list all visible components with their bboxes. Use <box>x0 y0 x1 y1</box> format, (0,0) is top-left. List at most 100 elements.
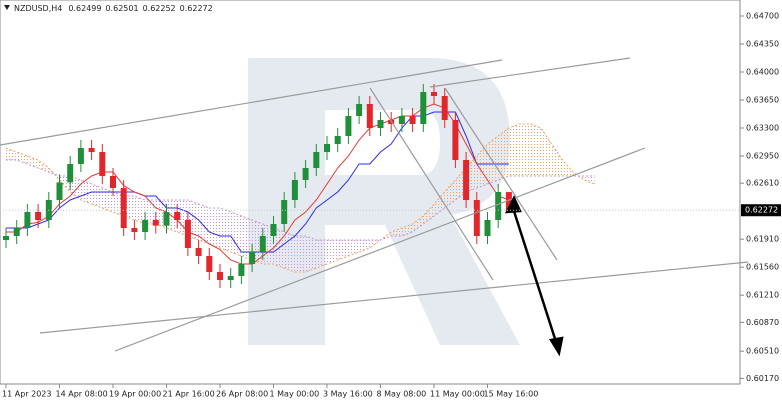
cloud-segment <box>519 124 531 176</box>
cloud-segment <box>327 240 338 264</box>
candle-body <box>88 148 95 152</box>
last-high: 0.62501 <box>105 4 138 13</box>
chart-title: NZDUSD,H4 <box>14 4 62 13</box>
candle-body <box>174 212 181 220</box>
cloud-segment <box>220 208 231 252</box>
y-tick-label: 0.60510 <box>746 347 779 356</box>
trendline <box>0 59 503 146</box>
cloud-segment <box>209 208 220 248</box>
candle-body <box>24 212 31 228</box>
cloud-segment <box>134 196 146 224</box>
cloud-segment <box>434 192 445 216</box>
candle-body <box>270 224 277 236</box>
candle-body <box>291 180 298 200</box>
cloud-segment <box>508 124 520 176</box>
candle-body <box>110 176 116 188</box>
x-axis: 11 Apr 2023 14 Apr 08:00 19 Apr 00:00 21 Ap… <box>2 384 538 399</box>
cloud-segment <box>80 180 92 204</box>
cloud-segment <box>530 124 541 176</box>
candle-body <box>452 120 459 160</box>
y-tick-label: 0.64350 <box>746 40 779 49</box>
cloud-segment <box>391 228 402 236</box>
cloud-segment <box>541 128 552 176</box>
cloud-segment <box>359 240 370 252</box>
cloud-segment <box>48 168 60 180</box>
x-tick-label: 26 Apr 08:00 <box>216 390 268 399</box>
candle-body <box>3 236 9 240</box>
candle-body <box>227 276 234 280</box>
trendline <box>39 261 749 334</box>
cloud-segment <box>145 200 156 224</box>
candle-body <box>195 248 202 256</box>
arrow-head <box>548 336 564 357</box>
candle-body <box>409 116 416 124</box>
candle-body <box>163 212 170 226</box>
candle-body <box>324 144 330 152</box>
candle-body <box>13 228 20 236</box>
trendline <box>369 87 494 281</box>
y-tick-label: 0.64700 <box>746 12 779 21</box>
y-tick-label: 0.61560 <box>746 263 779 272</box>
cloud-segment <box>294 236 306 272</box>
cloud-segment <box>102 188 113 212</box>
candle-body <box>217 272 223 280</box>
x-tick-label: 1 May 00:00 <box>270 390 320 399</box>
cloud-segment <box>380 232 392 240</box>
cloud-segment <box>316 240 327 268</box>
x-tick-label: 14 Apr 08:00 <box>56 390 108 399</box>
candle-body <box>238 264 245 276</box>
y-tick-label: 0.60870 <box>746 318 779 327</box>
candle-body <box>463 160 470 200</box>
candle-body <box>302 168 309 180</box>
cloud-segment <box>444 180 456 208</box>
watermark <box>248 58 520 345</box>
cloud-segment <box>230 212 242 256</box>
x-tick-label: 8 May 08:00 <box>377 390 427 399</box>
cloud-segment <box>198 204 210 244</box>
candle-body <box>184 220 191 248</box>
cloud-segment <box>498 128 509 180</box>
y-tick-label: 0.61210 <box>746 291 779 300</box>
candles <box>3 84 512 288</box>
y-tick-label: 0.60170 <box>746 374 779 383</box>
chart-header: NZDUSD,H4 0.62499 0.62501 0.62252 0.62272 <box>14 4 213 13</box>
x-tick-label: 11 Apr 2023 <box>2 390 51 399</box>
cloud-segment <box>583 176 595 184</box>
cloud-segment <box>337 240 349 260</box>
candle-body <box>377 120 384 128</box>
current-price-label: 0.62272 <box>745 206 778 215</box>
last-open: 0.62499 <box>68 4 101 13</box>
y-tick-label: 0.62610 <box>746 179 779 188</box>
candle-body <box>67 164 74 183</box>
y-tick-label: 0.63300 <box>746 124 779 133</box>
cloud-segment <box>487 136 499 184</box>
y-axis: 0.64700 0.64350 0.64000 0.63650 0.63300 0.629… <box>0 12 781 383</box>
span_b-line <box>6 159 595 241</box>
candle-body <box>249 252 256 264</box>
header-icon <box>4 5 10 10</box>
candle-body <box>334 136 341 144</box>
candle-body <box>259 236 266 252</box>
candle-body <box>142 220 149 232</box>
candle-body <box>99 152 106 176</box>
trendlines <box>0 57 749 352</box>
forecast-arrow <box>504 195 564 357</box>
candle-body <box>366 104 373 128</box>
x-tick-label: 15 May 16:00 <box>484 390 539 399</box>
candle-body <box>120 188 127 228</box>
candle-body <box>206 256 213 272</box>
candle-body <box>441 96 448 120</box>
y-tick-label: 0.64000 <box>746 68 779 77</box>
candle-body <box>35 212 42 220</box>
candle-body <box>281 200 288 224</box>
y-tick-label: 0.61910 <box>746 235 779 244</box>
cloud-segment <box>476 144 488 188</box>
candle-body <box>313 152 320 168</box>
candle-body <box>431 92 437 96</box>
last-low: 0.62252 <box>143 4 176 13</box>
cloud-segment <box>369 240 381 248</box>
trendline <box>429 57 631 88</box>
cloud-segment <box>348 240 360 256</box>
